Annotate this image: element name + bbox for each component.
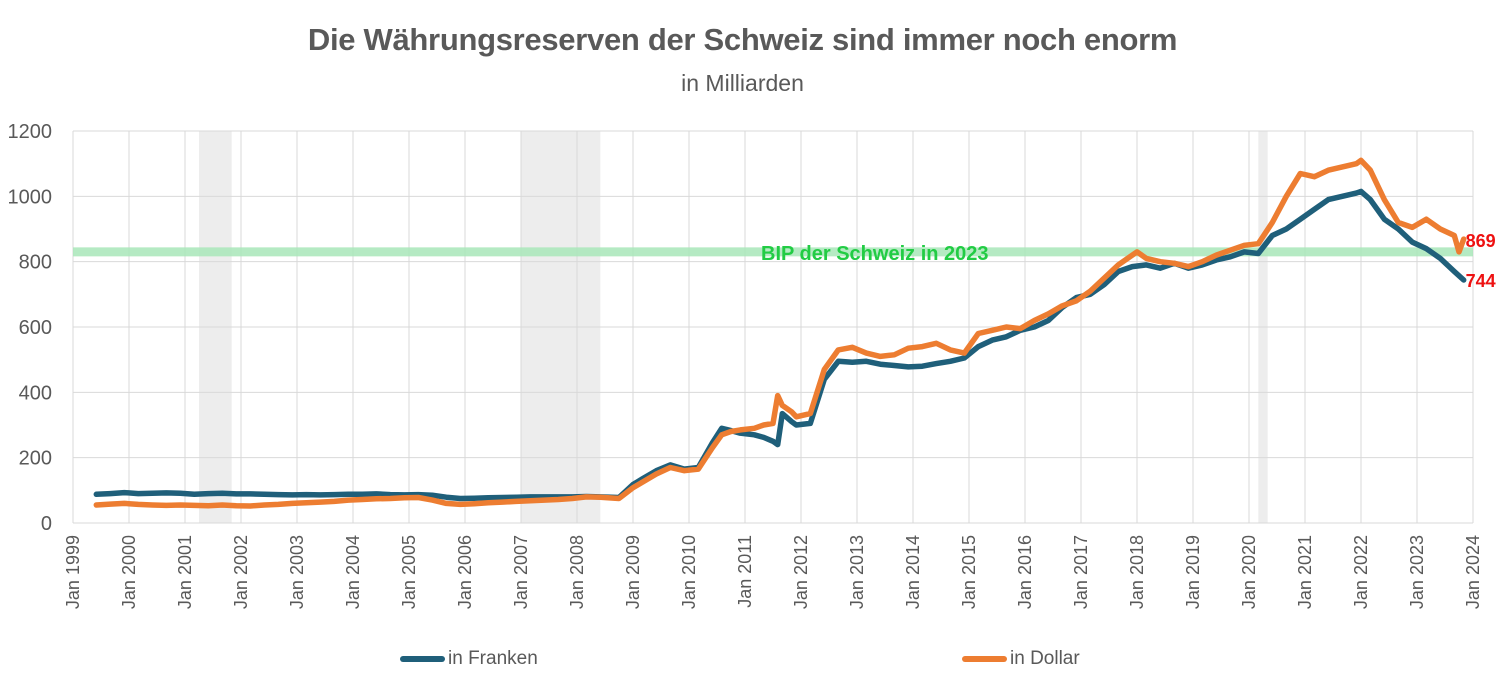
x-tick-label-2009: Jan 2009 <box>623 535 643 609</box>
x-tick-label-2005: Jan 2005 <box>399 535 419 609</box>
series-line-dollar <box>93 157 1467 509</box>
legend-swatch-dollar <box>962 656 1007 662</box>
x-tick-label-2011: Jan 2011 <box>735 535 755 608</box>
x-tick-label-2014: Jan 2014 <box>903 535 923 609</box>
y-tick-label-1000: 1000 <box>8 186 53 208</box>
y-axis-ticks: 0 200 400 600 800 1000 1200 <box>8 121 53 535</box>
x-tick-label-2024: Jan 2024 <box>1463 535 1483 609</box>
legend-label-dollar: in Dollar <box>1010 648 1080 669</box>
y-tick-label-600: 600 <box>19 317 52 339</box>
x-tick-label-2004: Jan 2004 <box>343 535 363 609</box>
y-tick-label-200: 200 <box>19 448 52 470</box>
x-tick-label-1999: Jan 1999 <box>63 535 83 609</box>
reference-line-label: BIP der Schweiz in 2023 <box>761 243 989 265</box>
x-tick-label-2019: Jan 2019 <box>1183 535 1203 609</box>
x-tick-label-2015: Jan 2015 <box>959 535 979 609</box>
chart-title: Die Währungsreserven der Schweiz sind im… <box>307 22 1178 57</box>
x-tick-label-2000: Jan 2000 <box>119 535 139 609</box>
legend-label-franken: in Franken <box>448 648 538 669</box>
grid-lines <box>72 130 1474 524</box>
x-tick-label-2018: Jan 2018 <box>1127 535 1147 609</box>
x-tick-label-2008: Jan 2008 <box>567 535 587 609</box>
x-tick-label-2013: Jan 2013 <box>847 535 867 609</box>
legend-item-dollar: in Dollar <box>962 648 1080 670</box>
series-lines <box>93 157 1467 509</box>
x-tick-label-2022: Jan 2022 <box>1351 535 1371 609</box>
legend-swatch-franken <box>400 656 445 662</box>
y-tick-label-800: 800 <box>19 252 52 274</box>
chart-subtitle: in Milliarden <box>681 70 804 96</box>
x-axis-ticks: Jan 1999 Jan 2000 Jan 2001 Jan 2002 Jan 2003… <box>63 535 1483 609</box>
x-tick-label-2023: Jan 2023 <box>1407 535 1427 609</box>
y-tick-label-1200: 1200 <box>8 121 53 143</box>
y-tick-label-400: 400 <box>19 382 52 404</box>
x-tick-label-2003: Jan 2003 <box>287 535 307 609</box>
x-tick-label-2006: Jan 2006 <box>455 535 475 609</box>
series-line-franken <box>93 188 1467 502</box>
end-label-franken: 744 <box>1466 271 1496 291</box>
x-tick-label-2001: Jan 2001 <box>175 535 195 609</box>
x-tick-label-2012: Jan 2012 <box>791 535 811 609</box>
end-label-dollar: 869 <box>1466 231 1496 251</box>
x-tick-label-2017: Jan 2017 <box>1071 535 1091 609</box>
legend-item-franken: in Franken <box>400 648 538 670</box>
end-labels: 744 869 <box>1466 231 1496 291</box>
x-tick-label-2020: Jan 2020 <box>1239 535 1259 609</box>
x-tick-label-2016: Jan 2016 <box>1015 535 1035 609</box>
y-tick-label-0: 0 <box>41 513 52 535</box>
x-tick-label-2002: Jan 2002 <box>231 535 251 609</box>
x-tick-label-2010: Jan 2010 <box>679 535 699 609</box>
x-tick-label-2007: Jan 2007 <box>511 535 531 609</box>
x-tick-label-2021: Jan 2021 <box>1295 535 1315 609</box>
